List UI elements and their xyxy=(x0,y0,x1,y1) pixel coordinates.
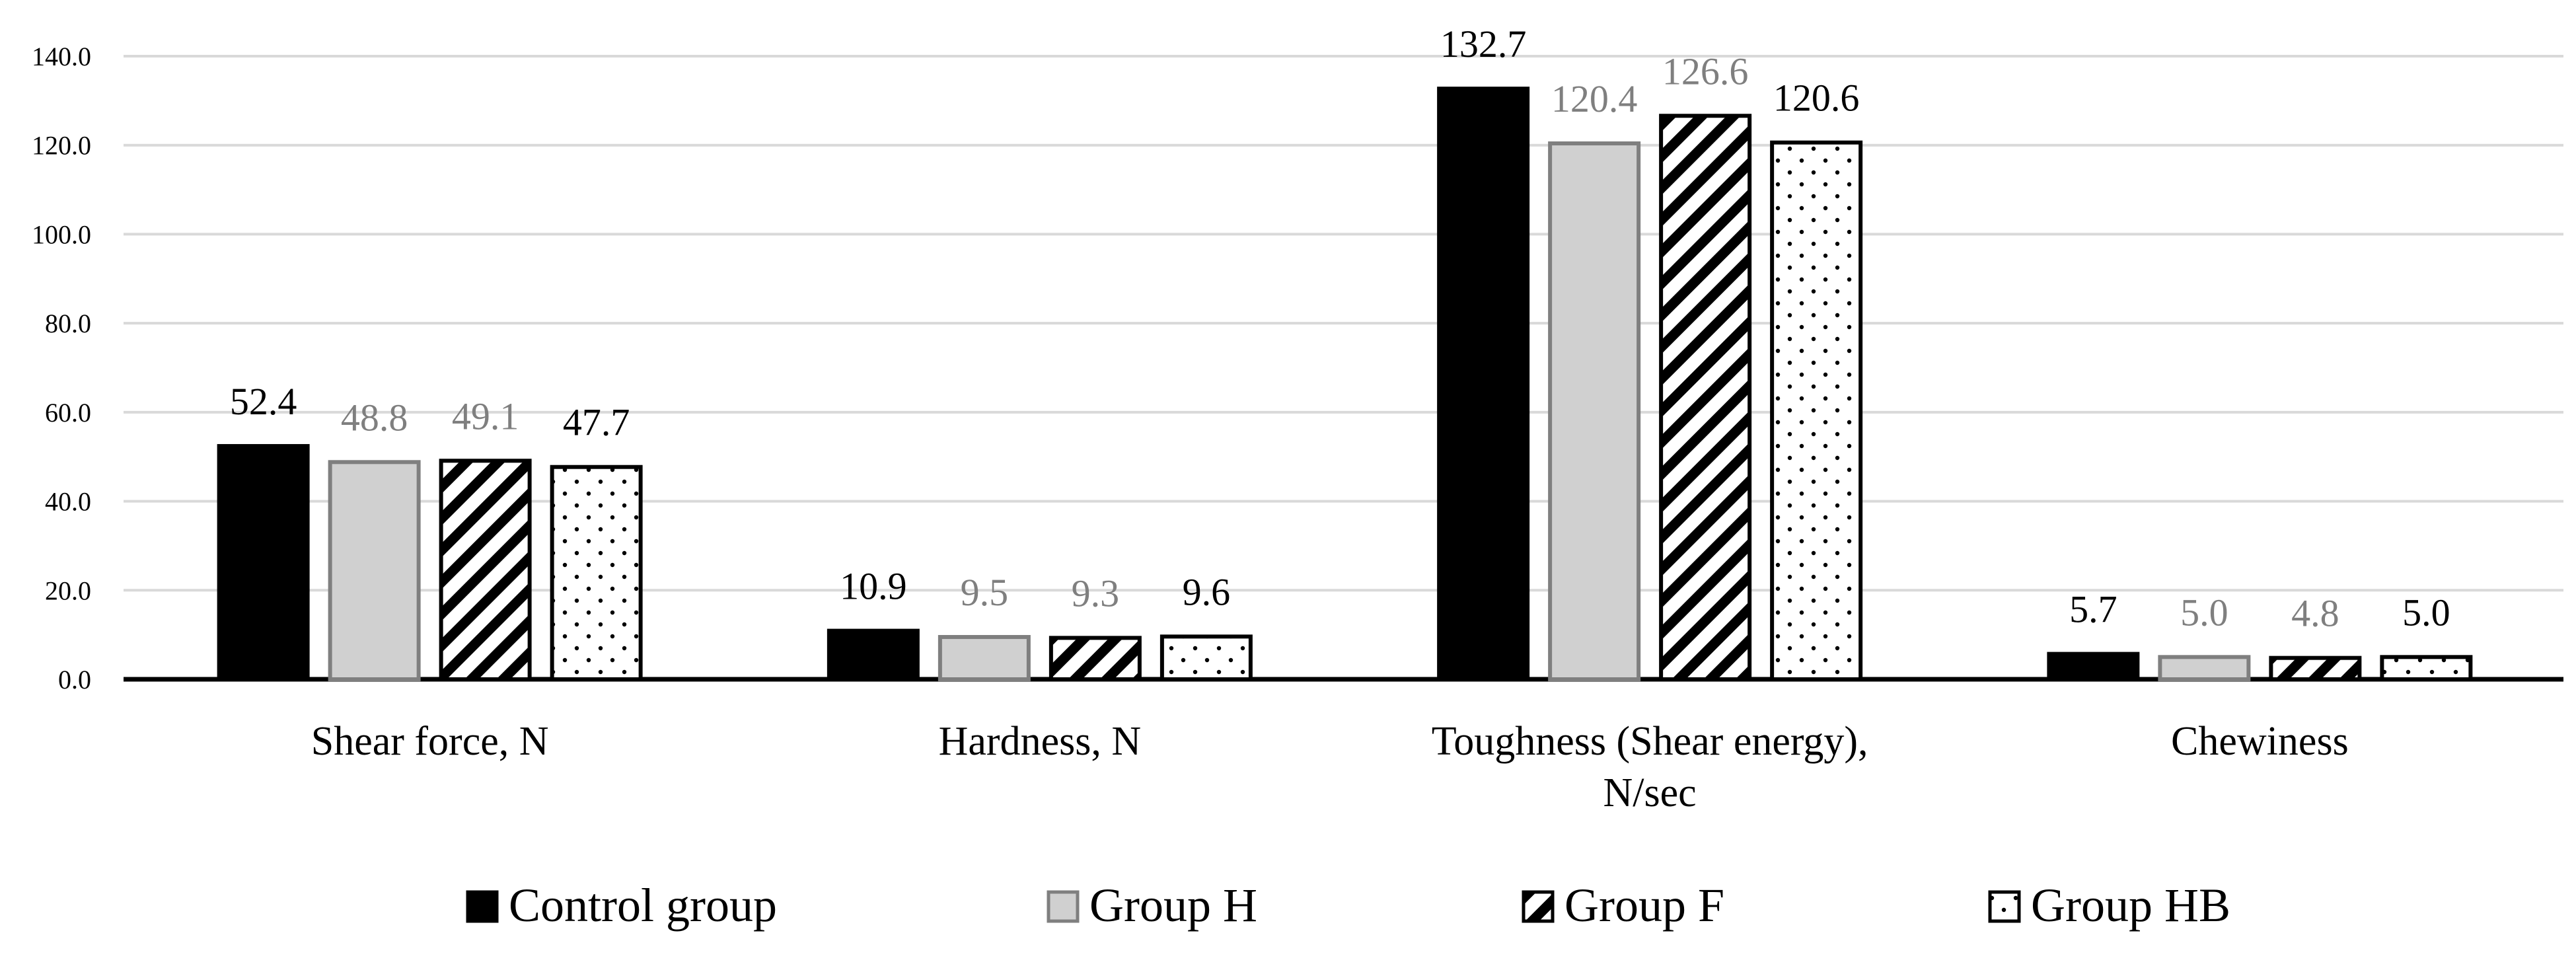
legend-label: Group F xyxy=(1564,879,1724,932)
y-tick-label: 40.0 xyxy=(45,487,91,517)
y-tick-label: 60.0 xyxy=(45,398,91,428)
bar xyxy=(2269,655,2362,682)
data-label: 48.8 xyxy=(341,396,408,439)
data-label: 49.1 xyxy=(452,394,519,437)
data-label: 9.5 xyxy=(961,571,1009,614)
legend-label: Group HB xyxy=(2031,879,2230,932)
category-label: Toughness (Shear energy), N/sec xyxy=(1432,719,1868,815)
bar xyxy=(1548,141,1641,681)
category-label-line: N/sec xyxy=(1603,770,1697,815)
category-label-line: Toughness (Shear energy), xyxy=(1432,719,1868,764)
legend-swatch xyxy=(1522,890,1555,923)
legend-label: Group H xyxy=(1089,879,1257,932)
legend-swatch xyxy=(466,890,499,923)
category-label: Hardness, N xyxy=(939,719,1142,764)
category-label-line: Chewiness xyxy=(2171,719,2349,764)
data-label: 52.4 xyxy=(230,380,297,423)
y-tick-label: 140.0 xyxy=(32,42,91,71)
y-tick-label: 120.0 xyxy=(32,131,91,161)
bar xyxy=(1659,114,1752,682)
bar xyxy=(938,635,1031,682)
bar xyxy=(2380,655,2473,681)
bars xyxy=(217,87,2473,682)
data-label: 132.7 xyxy=(1440,22,1527,65)
data-label: 47.7 xyxy=(563,401,630,444)
bar xyxy=(328,460,421,681)
y-axis-ticks: 0.0 20.0 40.0 60.0 80.0 100.0 120.0 140.0 xyxy=(32,42,91,694)
legend-swatch xyxy=(1047,890,1080,923)
category-label-line: Shear force, N xyxy=(311,719,549,764)
data-label: 126.6 xyxy=(1662,50,1749,93)
legend: Control group Group H Group F Group HB xyxy=(466,879,2230,932)
y-tick-label: 20.0 xyxy=(45,576,91,605)
bar xyxy=(439,459,532,681)
y-tick-label: 80.0 xyxy=(45,309,91,338)
bar xyxy=(1159,634,1253,682)
data-label: 5.0 xyxy=(2402,591,2450,634)
data-label: 120.4 xyxy=(1551,77,1638,120)
category-label: Shear force, N xyxy=(311,719,549,764)
legend-swatch xyxy=(1988,890,2021,923)
bar xyxy=(217,444,310,681)
data-label: 9.6 xyxy=(1183,570,1231,613)
bar xyxy=(2047,652,2140,682)
category-label: Chewiness xyxy=(2171,719,2349,764)
category-label-line: Hardness, N xyxy=(939,719,1142,764)
data-labels: 52.4 48.8 49.1 47.7 10.9 9.5 9.3 9.6 132.7 120.4 1… xyxy=(230,22,2450,634)
y-tick-label: 0.0 xyxy=(58,665,91,694)
data-label: 4.8 xyxy=(2291,592,2339,635)
x-axis-categories: Shear force, N Hardness, N Toughness (Shea… xyxy=(311,719,2349,815)
bar xyxy=(827,628,920,681)
bar xyxy=(550,465,643,681)
data-label: 5.0 xyxy=(2180,591,2228,634)
bar xyxy=(1437,87,1530,681)
y-tick-label: 100.0 xyxy=(32,219,91,249)
bar xyxy=(2158,655,2251,681)
bar xyxy=(1770,140,1863,681)
legend-label: Control group xyxy=(509,879,777,932)
bar xyxy=(1049,636,1142,681)
data-label: 5.7 xyxy=(2069,588,2117,631)
data-label: 120.6 xyxy=(1773,77,1860,120)
data-label: 10.9 xyxy=(840,565,907,608)
data-label: 9.3 xyxy=(1072,572,1120,615)
